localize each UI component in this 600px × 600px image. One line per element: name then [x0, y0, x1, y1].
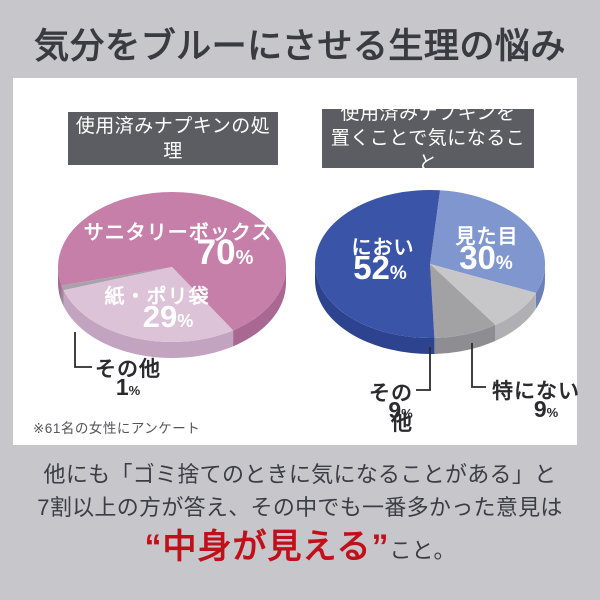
slice-value-nioi: 52% — [310, 251, 450, 284]
pie-slice — [57, 191, 286, 331]
callout-value-number: 9 — [533, 396, 547, 422]
pie-slice — [233, 267, 286, 347]
callout-label-left-sonota: その他 — [95, 358, 161, 381]
pie-slice — [63, 267, 234, 343]
slice-value-sanitary-box: 70% — [150, 235, 300, 270]
callout-value-left-sonota: 1% — [98, 376, 158, 399]
footer-line2: 7割以上の方が答え、その中でも一番多かった意見は — [37, 495, 563, 520]
pie-slice — [315, 190, 441, 339]
percent-sign: % — [177, 311, 194, 331]
footer-suffix: こと。 — [389, 538, 456, 563]
callout-value-tokuninai: 9% — [522, 398, 570, 421]
pie-chart-left — [57, 191, 286, 358]
percent-sign: % — [401, 406, 413, 421]
percent-sign: % — [235, 247, 254, 269]
pie-slice — [495, 292, 536, 341]
slice-label-sanitary-box: サニタリーボックス — [83, 222, 273, 244]
pie-slice — [61, 267, 172, 291]
percent-sign: % — [546, 405, 559, 420]
footer-highlight-red: “中身が見える” — [144, 528, 390, 566]
pie-chart-right — [315, 190, 545, 355]
pie-slice — [63, 290, 234, 358]
pie-slice — [61, 285, 64, 307]
survey-note: ※61名の女性にアンケート — [33, 421, 201, 436]
pie-slice — [430, 190, 545, 293]
right-chart-title-line2: 置くことで気になること — [330, 128, 526, 174]
left-chart-title: 使用済みナプキンの処理 — [68, 112, 278, 165]
pie-slice — [315, 264, 435, 355]
pie-slice — [535, 264, 545, 309]
callout-label-right-sonota: その他 — [369, 382, 413, 435]
page-title: 気分をブルーにさせる生理の悩み — [34, 27, 566, 66]
left-chart-title-text: 使用済みナプキンの処理 — [75, 115, 271, 162]
right-chart-title-line1: 使用済みナプキンを — [340, 103, 516, 124]
callout-label-tokuninai: 特にない — [492, 380, 580, 403]
percent-sign: % — [495, 253, 513, 274]
footer-line1: 他にも「ゴミ捨てのときに気になることがある」と — [43, 462, 557, 487]
slice-value-number: 29 — [142, 299, 178, 334]
footer-line3: “中身が見える”こと。 — [0, 527, 600, 574]
slice-value-paper-bag: 29% — [93, 301, 243, 332]
callout-value-number: 9 — [388, 397, 402, 423]
slice-value-number: 52 — [353, 249, 390, 286]
callout-value-right-sonota: 9% — [373, 399, 428, 422]
footer-text: 他にも「ゴミ捨てのときに気になることがある」と 7割以上の方が答え、その中でも一… — [0, 458, 600, 574]
callout-line-left-sonota — [74, 332, 92, 368]
percent-sign: % — [128, 383, 141, 398]
slice-value-mitame: 30% — [416, 241, 556, 274]
callout-line-right-sonota — [416, 347, 431, 391]
slice-label-nioi: におい — [351, 237, 415, 259]
pie-slice — [430, 264, 536, 325]
pie-slice — [434, 324, 496, 354]
slice-value-number: 30 — [459, 239, 496, 276]
slice-value-number: 70 — [196, 233, 236, 272]
right-chart-title: 使用済みナプキンを 置くことで気になること — [322, 103, 534, 174]
callout-line-right-tokuninai — [471, 343, 486, 388]
percent-sign: % — [389, 263, 407, 284]
pie-slice — [430, 264, 496, 338]
slice-label-mitame: 見た目 — [455, 226, 519, 248]
slice-label-paper-bag: 紙・ポリ袋 — [104, 286, 210, 308]
pie-slice — [58, 267, 62, 302]
callout-value-number: 1 — [115, 374, 129, 400]
